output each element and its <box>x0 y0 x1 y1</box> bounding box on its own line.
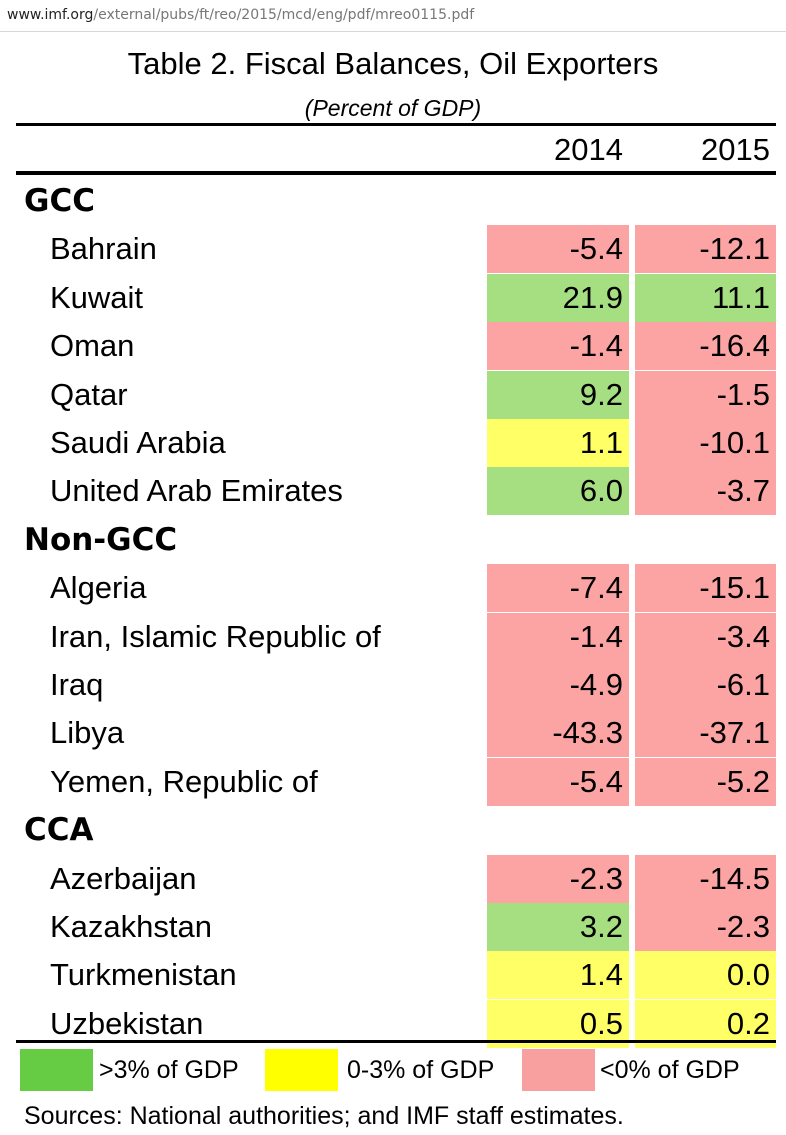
value-cell-2015: -3.4 <box>635 613 776 661</box>
country-name: Azerbaijan <box>50 861 197 896</box>
table-subtitle: (Percent of GDP) <box>304 95 482 121</box>
value-cell-2014: -4.9 <box>487 661 629 709</box>
sources-note: Sources: National authorities; and IMF s… <box>24 1102 624 1130</box>
country-name: Iran, Islamic Republic of <box>50 619 381 654</box>
legend-label-low: 0-3% of GDP <box>347 1056 495 1084</box>
value-cell-2015: -5.2 <box>635 758 776 806</box>
year-header-2014: 2014 <box>554 132 623 167</box>
value-cell-2014: 3.2 <box>487 903 629 951</box>
legend-swatch-low <box>265 1049 338 1091</box>
country-name: Yemen, Republic of <box>50 764 318 799</box>
country-name: Oman <box>50 328 135 363</box>
country-name: Bahrain <box>50 231 157 266</box>
legend-label-high: >3% of GDP <box>99 1056 239 1084</box>
value-cell-2015: -2.3 <box>635 903 776 951</box>
value-cell-2015: -10.1 <box>635 419 776 467</box>
country-name: Turkmenistan <box>50 957 237 992</box>
value-cell-2014: -1.4 <box>487 613 629 661</box>
value-cell-2015: 11.1 <box>635 274 776 322</box>
header-rule <box>16 171 776 175</box>
country-name: Libya <box>50 715 125 750</box>
top-rule <box>16 123 776 126</box>
country-name: Kuwait <box>50 280 144 315</box>
value-cell-2014: 1.4 <box>487 951 629 999</box>
value-cell-2014: 6.0 <box>487 467 629 515</box>
value-cell-2014: -2.3 <box>487 855 629 903</box>
url-path: /external/pubs/ft/reo/2015/mcd/eng/pdf/m… <box>93 7 475 23</box>
group-heading: CCA <box>24 812 94 848</box>
legend-swatch-high <box>20 1049 93 1091</box>
country-name: Qatar <box>50 377 128 412</box>
year-header-2015: 2015 <box>701 132 770 167</box>
url-domain: www.imf.org <box>7 7 94 23</box>
value-cell-2015: -6.1 <box>635 661 776 709</box>
value-cell-2015: -14.5 <box>635 855 776 903</box>
value-cell-2015: -16.4 <box>635 322 776 370</box>
country-name: Saudi Arabia <box>50 425 226 460</box>
legend-label-negative: <0% of GDP <box>600 1056 740 1084</box>
value-cell-2015: -15.1 <box>635 564 776 612</box>
group-heading: Non-GCC <box>24 522 178 558</box>
country-name: Iraq <box>50 667 104 702</box>
value-cell-2014: 1.1 <box>487 419 629 467</box>
country-name: Uzbekistan <box>50 1006 204 1041</box>
value-cell-2014: 9.2 <box>487 371 629 419</box>
group-heading: GCC <box>24 183 95 219</box>
country-name: Algeria <box>50 570 147 605</box>
value-cell-2015: -1.5 <box>635 371 776 419</box>
value-cell-2014: -5.4 <box>487 225 629 273</box>
value-cell-2015: -3.7 <box>635 467 776 515</box>
value-cell-2014: 21.9 <box>487 274 629 322</box>
bottom-rule <box>16 1040 776 1043</box>
value-cell-2014: -1.4 <box>487 322 629 370</box>
value-cell-2014: -43.3 <box>487 709 629 757</box>
address-bar[interactable]: www.imf.org/external/pubs/ft/reo/2015/mc… <box>0 0 786 32</box>
country-name: United Arab Emirates <box>50 473 343 508</box>
value-cell-2014: -7.4 <box>487 564 629 612</box>
value-cell-2015: -37.1 <box>635 709 776 757</box>
value-cell-2015: -12.1 <box>635 225 776 273</box>
table-title: Table 2. Fiscal Balances, Oil Exporters <box>127 46 659 81</box>
country-name: Kazakhstan <box>50 909 212 944</box>
value-cell-2015: 0.0 <box>635 951 776 999</box>
legend-swatch-negative <box>522 1049 595 1091</box>
value-cell-2014: -5.4 <box>487 758 629 806</box>
